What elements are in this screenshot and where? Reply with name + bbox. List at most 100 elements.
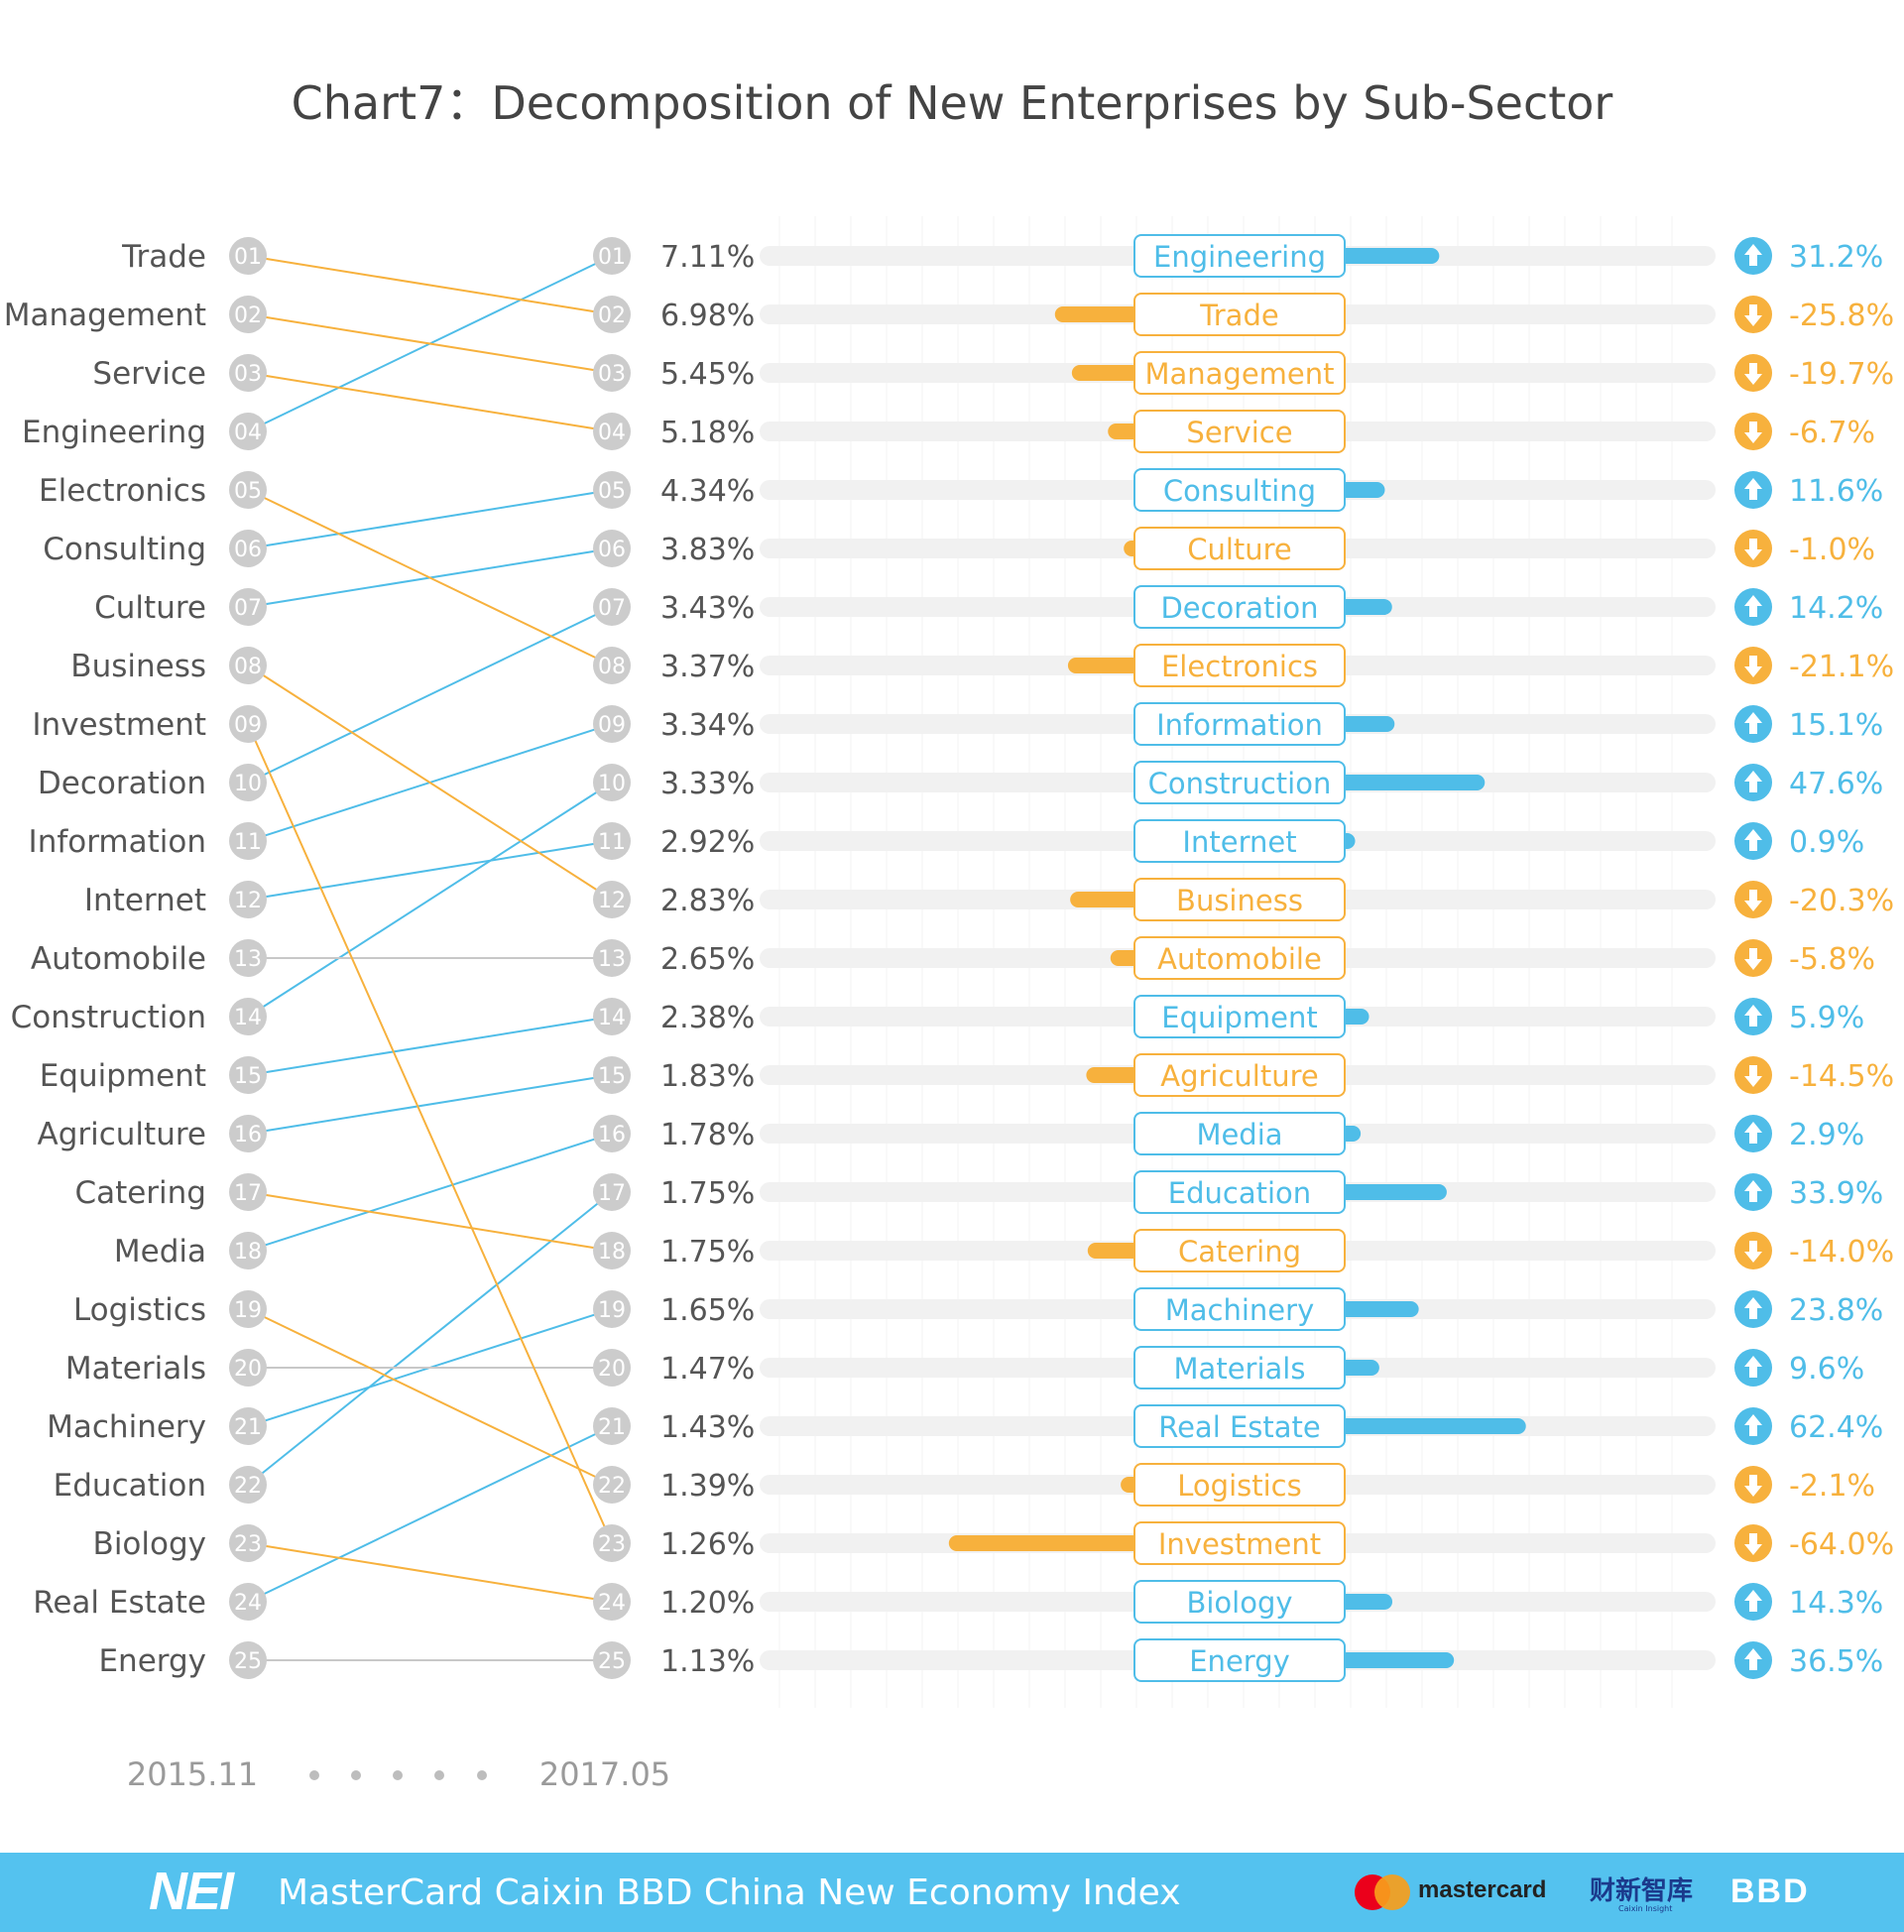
bbd-logo: BBD	[1730, 1872, 1810, 1910]
change-value: -6.7%	[1789, 416, 1875, 450]
arrow-glyph	[1744, 1356, 1762, 1378]
change-value: 2.9%	[1789, 1118, 1864, 1152]
change-value: -19.7%	[1789, 357, 1894, 392]
timeline-dot	[434, 1770, 444, 1780]
sector-box	[1133, 936, 1346, 980]
left-rank-number: 05	[234, 479, 262, 504]
left-rank-number: 18	[234, 1240, 262, 1265]
right-rank-badge	[593, 647, 631, 684]
right-rank-badge	[593, 530, 631, 567]
slope-line-equipment	[265, 1019, 595, 1073]
left-label-media: Media	[114, 1234, 206, 1269]
footer-banner: NEI MasterCard Caixin BBD China New Econ…	[0, 1853, 1904, 1932]
arrow-glyph	[1744, 539, 1762, 560]
right-rank-number: 18	[598, 1240, 626, 1265]
timeline-dot	[393, 1770, 403, 1780]
change-value: -5.8%	[1789, 942, 1875, 977]
sector-label-investment: Investment	[1158, 1527, 1321, 1561]
slope-line-management	[265, 316, 595, 371]
left-label-education: Education	[54, 1468, 206, 1504]
left-rank-badge	[229, 939, 267, 977]
share-value: 1.78%	[660, 1118, 755, 1152]
share-value: 1.75%	[660, 1176, 755, 1211]
right-rank-number: 09	[598, 713, 626, 738]
change-value: 14.2%	[1789, 591, 1883, 626]
right-rank-badge	[593, 237, 631, 275]
sector-label-service: Service	[1186, 416, 1292, 449]
left-label-management: Management	[4, 298, 206, 333]
change-value: 33.9%	[1789, 1176, 1883, 1211]
sector-label-real-estate: Real Estate	[1158, 1410, 1321, 1444]
sector-box	[1133, 1112, 1346, 1155]
slope-line-logistics	[264, 1316, 596, 1478]
arrow-glyph	[1744, 1414, 1762, 1436]
change-value: 15.1%	[1789, 708, 1883, 743]
sector-box	[1133, 878, 1346, 921]
change-value: 62.4%	[1789, 1410, 1883, 1445]
chart: Chart7：Decomposition of New Enterprises …	[4, 76, 1894, 1793]
right-rank-number: 05	[598, 479, 626, 504]
sector-label-information: Information	[1156, 708, 1323, 742]
slope-line-consulting	[265, 492, 595, 546]
right-rank-badge	[593, 1349, 631, 1387]
sector-box	[1133, 351, 1346, 395]
sector-box	[1133, 1463, 1346, 1507]
share-value: 5.45%	[660, 357, 755, 392]
arrow-glyph	[1744, 712, 1762, 734]
left-label-trade: Trade	[121, 239, 206, 275]
right-rank-badge	[593, 705, 631, 743]
right-ranking: 01 7.11% 31.2% 02 6.98% -25.8% 03 5.45% -19.7% 04…	[593, 237, 1894, 1679]
right-rank-number: 15	[598, 1064, 626, 1089]
left-rank-number: 22	[234, 1474, 262, 1499]
sector-label-logistics: Logistics	[1177, 1469, 1301, 1503]
start-date-label: 2015.11	[127, 1755, 258, 1793]
sector-label-construction: Construction	[1148, 767, 1332, 800]
right-rank-number: 11	[598, 830, 626, 855]
left-rank-badge	[229, 471, 267, 509]
left-label-machinery: Machinery	[47, 1409, 206, 1445]
right-rank-badge	[593, 1232, 631, 1269]
left-label-logistics: Logistics	[73, 1292, 206, 1328]
left-rank-badge	[229, 1466, 267, 1504]
arrow-glyph	[1744, 595, 1762, 617]
share-value: 7.11%	[660, 240, 755, 275]
right-rank-badge	[593, 998, 631, 1035]
left-label-real-estate: Real Estate	[33, 1585, 206, 1621]
arrow-glyph	[1744, 771, 1762, 792]
footer-title: MasterCard Caixin BBD China New Economy …	[278, 1872, 1181, 1913]
left-rank-badge	[229, 1290, 267, 1328]
left-rank-number: 24	[234, 1591, 262, 1616]
left-label-energy: Energy	[98, 1643, 206, 1679]
share-value: 5.18%	[660, 416, 755, 450]
left-label-engineering: Engineering	[22, 415, 206, 450]
right-rank-number: 17	[598, 1181, 626, 1206]
sector-label-trade: Trade	[1199, 299, 1278, 332]
right-rank-badge	[593, 296, 631, 333]
left-rank-badge	[229, 1583, 267, 1621]
sector-label-media: Media	[1196, 1118, 1282, 1151]
sector-box	[1133, 293, 1346, 336]
sector-box	[1133, 644, 1346, 687]
end-date-label: 2017.05	[539, 1755, 670, 1793]
right-rank-badge	[593, 939, 631, 977]
arrow-glyph	[1744, 656, 1762, 677]
left-label-investment: Investment	[32, 707, 206, 743]
share-value: 1.13%	[660, 1644, 755, 1679]
share-value: 1.20%	[660, 1586, 755, 1621]
sector-box	[1133, 1287, 1346, 1331]
right-rank-number: 01	[598, 245, 626, 270]
left-label-biology: Biology	[93, 1526, 206, 1562]
arrow-glyph	[1744, 829, 1762, 851]
slope-line-education	[261, 1202, 599, 1475]
right-rank-badge	[593, 471, 631, 509]
left-rank-number: 03	[234, 362, 262, 387]
right-rank-number: 20	[598, 1357, 626, 1382]
right-rank-number: 02	[598, 303, 626, 328]
left-rank-number: 25	[234, 1649, 262, 1674]
caixin-sub-logo: Caixin Insight	[1618, 1904, 1673, 1913]
share-value: 1.65%	[660, 1293, 755, 1328]
right-rank-number: 03	[598, 362, 626, 387]
left-label-electronics: Electronics	[39, 473, 206, 509]
share-value: 6.98%	[660, 299, 755, 333]
sector-label-energy: Energy	[1189, 1644, 1290, 1678]
